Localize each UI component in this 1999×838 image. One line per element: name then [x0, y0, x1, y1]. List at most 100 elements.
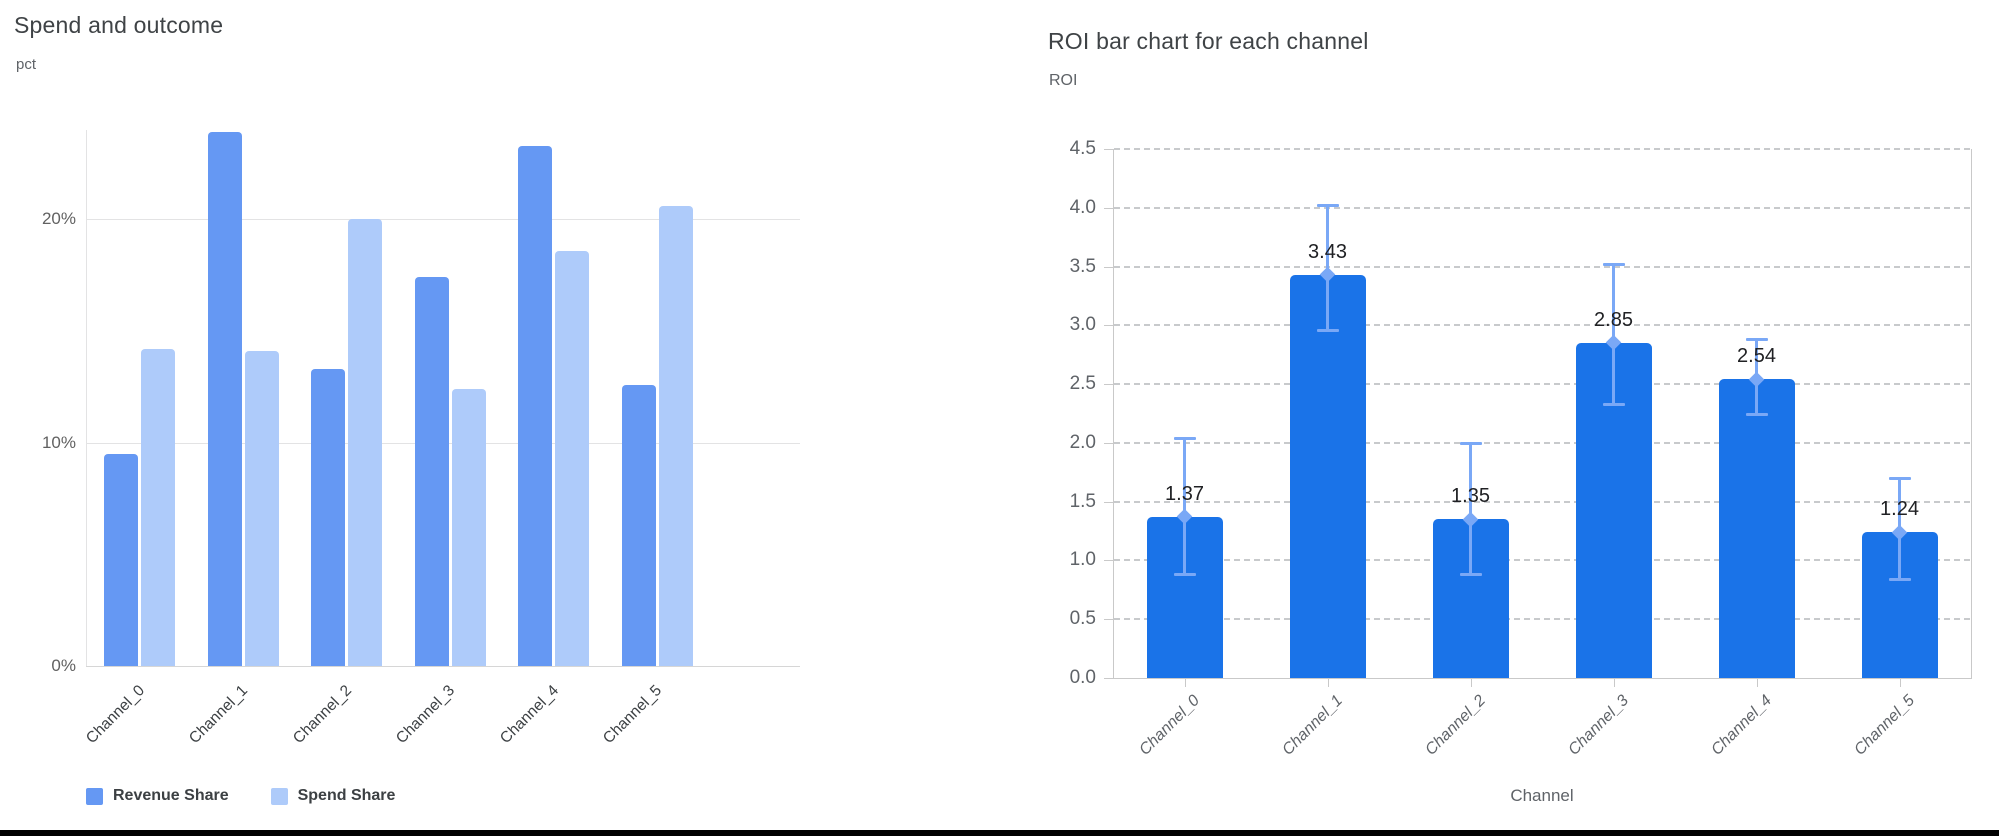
bar-value-label: 2.85 — [1594, 308, 1633, 331]
y-tick-label: 2.0 — [1069, 431, 1096, 453]
gridline-dashed — [1114, 324, 1970, 327]
legend-swatch-icon — [270, 787, 288, 805]
bar-spend-share-channel_1[interactable] — [244, 351, 279, 666]
spend-outcome-y-axis-unit: pct — [16, 56, 37, 73]
error-bar-cap-top — [1602, 263, 1625, 267]
x-tick-label: Channel_4 — [1707, 692, 1775, 759]
x-tick-label: Channel_1 — [1278, 692, 1346, 759]
bar-spend-share-channel_2[interactable] — [348, 219, 382, 666]
gridline-dashed — [1114, 500, 1970, 503]
error-bar-cap-top — [1459, 441, 1482, 445]
error-bar-cap-bottom — [1602, 403, 1625, 407]
bar-value-label: 1.37 — [1165, 482, 1204, 505]
roi-bar-channel_1[interactable] — [1289, 274, 1366, 678]
bar-revenue-share-channel_1[interactable] — [207, 132, 242, 666]
spend-outcome-chart: Spend and outcome pct 0% 10% 20% Channel_0 C… — [0, 0, 830, 830]
x-tick — [1327, 679, 1329, 687]
bar-revenue-share-channel_4[interactable] — [518, 145, 552, 666]
x-tick — [1756, 679, 1758, 687]
y-tick — [1104, 560, 1113, 562]
y-tick — [1104, 442, 1113, 444]
y-tick-label: 3.0 — [1069, 314, 1096, 336]
roi-chart-title: ROI bar chart for each channel — [1048, 28, 1369, 54]
y-tick — [1104, 149, 1113, 150]
gridline-dashed — [1114, 265, 1970, 268]
y-tick-label: 3.5 — [1069, 255, 1096, 277]
y-tick — [1104, 207, 1113, 209]
legend-swatch-icon — [86, 787, 103, 805]
gridline-dashed — [1114, 441, 1970, 444]
gridline — [86, 219, 800, 221]
spend-outcome-title: Spend and outcome — [14, 12, 224, 38]
roi-bar-channel_4[interactable] — [1718, 379, 1795, 678]
bar-value-label: 1.35 — [1451, 485, 1490, 508]
gridline-dashed — [1114, 206, 1970, 209]
plot-border-right — [1971, 149, 1972, 678]
y-tick-label: 10% — [41, 432, 76, 452]
bar-spend-share-channel_0[interactable] — [141, 348, 175, 666]
x-tick — [1613, 679, 1615, 687]
error-bar-cap-top — [1888, 477, 1911, 481]
legend-label: Revenue Share — [113, 787, 229, 804]
gridline-dashed — [1114, 383, 1970, 386]
plot-border-left — [1113, 149, 1114, 678]
y-tick-label: 1.0 — [1069, 549, 1096, 571]
bottom-divider — [0, 830, 1999, 836]
y-tick — [1104, 678, 1113, 679]
bar-revenue-share-channel_0[interactable] — [104, 453, 138, 666]
legend-item-spend-share[interactable]: Spend Share — [270, 787, 396, 805]
y-tick — [1104, 325, 1113, 327]
bar-spend-share-channel_4[interactable] — [555, 250, 589, 666]
error-bar-cap-top — [1745, 338, 1768, 342]
error-bar-line — [1612, 264, 1615, 406]
bar-spend-share-channel_5[interactable] — [658, 205, 693, 666]
x-tick-label: Channel_3 — [1564, 692, 1632, 759]
error-bar-cap-bottom — [1888, 578, 1911, 582]
bar-revenue-share-channel_2[interactable] — [311, 368, 345, 666]
y-tick-label: 1.5 — [1069, 490, 1096, 512]
x-tick — [1899, 679, 1901, 687]
x-axis-line — [1113, 678, 1972, 679]
bar-spend-share-channel_3[interactable] — [451, 389, 486, 666]
y-tick-label: 0.0 — [1069, 667, 1096, 688]
roi-chart: ROI bar chart for each channel ROI 0.0 0.… — [1030, 0, 1999, 830]
spend-outcome-plot-area: 0% 10% 20% Channel_0 Channel_1 Channel_2 Chann… — [0, 0, 830, 830]
y-tick-label: 4.0 — [1069, 196, 1096, 218]
error-bar-cap-bottom — [1745, 412, 1768, 416]
y-axis-line — [86, 130, 87, 666]
error-bar-cap-bottom — [1459, 572, 1482, 576]
legend-label: Spend Share — [297, 787, 396, 804]
y-tick-label: 0% — [51, 656, 76, 675]
bar-value-label: 1.24 — [1880, 498, 1919, 521]
x-tick — [1470, 679, 1472, 687]
y-tick — [1104, 384, 1113, 386]
roi-x-axis-title: Channel — [1510, 786, 1574, 805]
bar-revenue-share-channel_3[interactable] — [414, 277, 449, 666]
x-tick-label: Channel_2 — [1421, 692, 1489, 759]
bar-value-label: 3.43 — [1308, 240, 1347, 263]
error-bar-cap-top — [1316, 204, 1339, 208]
bar-value-label: 2.54 — [1737, 345, 1776, 368]
y-tick-label: 4.5 — [1069, 138, 1096, 159]
y-tick — [1104, 501, 1113, 503]
error-bar-cap-bottom — [1173, 572, 1196, 576]
error-bar-cap-bottom — [1316, 329, 1339, 333]
y-tick-label: 2.5 — [1069, 373, 1096, 395]
error-bar-line — [1469, 442, 1472, 575]
y-tick-label: 0.5 — [1069, 608, 1096, 630]
gridline-dashed — [1114, 559, 1970, 562]
x-axis-line — [86, 666, 800, 667]
roi-y-axis-label: ROI — [1049, 72, 1078, 89]
bar-revenue-share-channel_5[interactable] — [621, 384, 656, 666]
error-bar-line — [1183, 438, 1186, 575]
legend-item-revenue-share[interactable]: Revenue Share — [86, 787, 229, 805]
y-tick — [1104, 619, 1113, 621]
y-tick — [1104, 266, 1113, 268]
error-bar-cap-top — [1173, 437, 1196, 441]
spend-outcome-legend: Revenue Share Spend Share — [86, 787, 395, 805]
x-tick-label: Channel_5 — [1850, 692, 1918, 759]
gridline-dashed — [1114, 618, 1970, 621]
x-tick — [1184, 679, 1186, 687]
